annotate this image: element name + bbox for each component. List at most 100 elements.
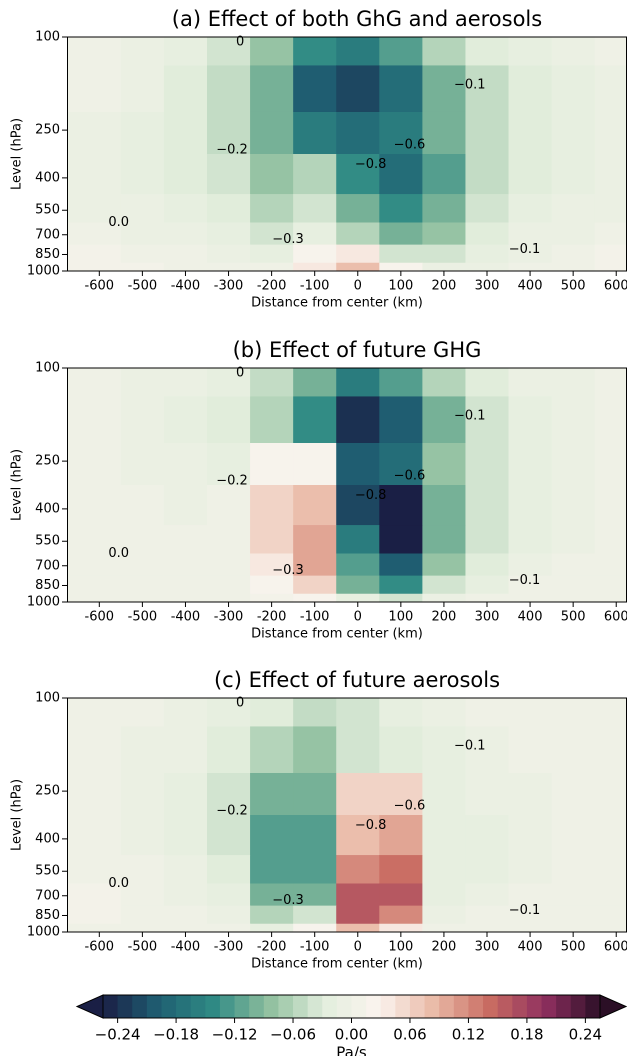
x-tick-label: 300 [475, 610, 500, 625]
field-cell [336, 485, 380, 526]
colorbar-tick-label: −0.24 [95, 1026, 141, 1044]
field-cell [508, 154, 553, 195]
field-cell [207, 772, 251, 816]
field-cell [120, 593, 165, 602]
field-cell [551, 575, 596, 595]
field [67, 368, 627, 602]
field-cell [336, 244, 380, 264]
field-cell [551, 65, 596, 113]
field-cell [207, 553, 251, 577]
field-cell [207, 222, 251, 246]
field-cell [465, 396, 510, 444]
contour-label: −0.6 [394, 469, 426, 484]
field-cell [422, 905, 466, 925]
contour-label: −0.2 [216, 803, 248, 818]
field-cell [379, 593, 423, 602]
contour-label: −0.1 [454, 408, 486, 423]
field-cell [120, 698, 165, 727]
field-cell [336, 883, 380, 907]
field-cell [465, 65, 510, 113]
x-tick-label: -500 [128, 940, 158, 955]
colorbar-segment [541, 995, 557, 1018]
field-cell [250, 923, 294, 932]
x-tick-label: -500 [128, 610, 158, 625]
field-cell [422, 368, 466, 397]
field-cell [293, 222, 337, 246]
field-cell [250, 726, 294, 774]
field-cell [379, 575, 423, 595]
x-tick-label: -300 [214, 610, 244, 625]
field-cell [207, 883, 251, 907]
y-tick-label: 400 [35, 170, 60, 185]
field-cell [508, 726, 553, 774]
contour-label: 0.0 [108, 546, 129, 561]
field-cell [551, 396, 596, 444]
field-cell [293, 485, 337, 526]
colorbar-segment [453, 995, 469, 1018]
field-cell [163, 883, 208, 907]
field-cell [422, 244, 466, 264]
field-cell [250, 111, 294, 155]
field-cell [465, 525, 510, 554]
y-tick-label: 1000 [27, 925, 60, 940]
field-cell [379, 726, 423, 774]
colorbar-segment [263, 995, 279, 1018]
field-cell [120, 368, 165, 397]
field-cell [422, 65, 466, 113]
field-cell [120, 111, 165, 155]
field-cell [465, 883, 510, 907]
field-cell [465, 37, 510, 66]
field-cell [508, 575, 553, 595]
x-axis-label: Distance from center (km) [251, 627, 423, 642]
field-cell [551, 726, 596, 774]
y-tick-label: 700 [35, 558, 60, 573]
field-cell [163, 154, 208, 195]
field-cell [422, 37, 466, 66]
field-cell [207, 154, 251, 195]
field-cell [163, 485, 208, 526]
field-cell [379, 154, 423, 195]
field-cell [379, 368, 423, 397]
field-cell [250, 37, 294, 66]
colorbar-tick-label: 0.18 [510, 1026, 543, 1044]
contour-label: −0.6 [394, 799, 426, 814]
field-cell [336, 37, 380, 66]
field-cell [336, 553, 380, 577]
contour-label: −0.8 [355, 488, 387, 503]
field-cell [207, 726, 251, 774]
field-cell [508, 855, 553, 884]
field-cell [293, 593, 337, 602]
field-cell [594, 154, 627, 195]
colorbar-segment [103, 995, 119, 1018]
field-cell [336, 396, 380, 444]
field-cell [293, 65, 337, 113]
field-cell [465, 154, 510, 195]
colorbar: −0.24 −0.18 −0.12 −0.06 0.00 0.06 0.12 0.18 0.24… [75, 994, 627, 1056]
field-cell [293, 154, 337, 195]
contour-label: 0 [236, 695, 244, 710]
field-cell [250, 222, 294, 246]
field-cell [250, 154, 294, 195]
x-tick-label: 100 [388, 610, 413, 625]
contour-label: −0.1 [454, 738, 486, 753]
field-cell [67, 111, 122, 155]
colorbar-segment [439, 995, 455, 1018]
field-cell [465, 244, 510, 264]
field-cell [163, 65, 208, 113]
field-cell [120, 262, 165, 271]
contour-label: −0.1 [509, 903, 541, 918]
x-tick-label: -200 [257, 940, 287, 955]
field-cell [551, 698, 596, 727]
field-cell [422, 726, 466, 774]
field-cell [207, 111, 251, 155]
field-cell [250, 442, 294, 486]
field-cell [250, 905, 294, 925]
field-cell [336, 815, 380, 856]
field-cell [465, 593, 510, 602]
field-cell [67, 222, 122, 246]
colorbar-segment [249, 995, 265, 1018]
x-tick-label: 200 [432, 279, 457, 294]
field-cell [379, 815, 423, 856]
field-cell [379, 772, 423, 816]
y-tick-label: 1000 [27, 595, 60, 610]
